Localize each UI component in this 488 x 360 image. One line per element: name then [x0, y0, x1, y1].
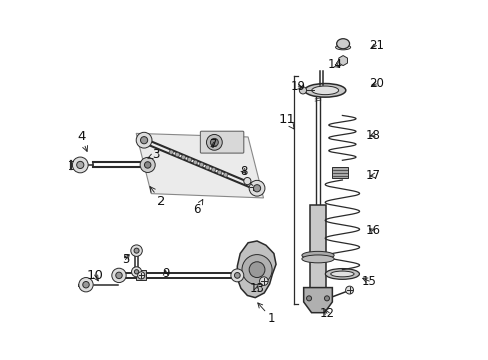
Text: 2: 2: [150, 186, 165, 208]
Circle shape: [136, 132, 152, 148]
Bar: [332, 167, 347, 178]
FancyBboxPatch shape: [200, 131, 244, 153]
Ellipse shape: [301, 251, 333, 259]
Polygon shape: [136, 134, 263, 198]
Circle shape: [253, 185, 260, 192]
Circle shape: [181, 155, 185, 159]
Circle shape: [187, 158, 191, 162]
Circle shape: [134, 270, 139, 274]
Circle shape: [244, 177, 250, 185]
Circle shape: [72, 157, 88, 173]
Circle shape: [199, 163, 203, 167]
Text: 19: 19: [290, 80, 305, 93]
Circle shape: [345, 286, 353, 294]
Circle shape: [82, 282, 89, 288]
Text: 21: 21: [368, 39, 383, 52]
Text: 20: 20: [368, 77, 383, 90]
Text: 11: 11: [278, 113, 295, 129]
Circle shape: [206, 134, 222, 150]
Ellipse shape: [304, 84, 345, 97]
Circle shape: [234, 273, 240, 278]
Circle shape: [193, 160, 197, 165]
Circle shape: [210, 138, 218, 146]
Circle shape: [249, 262, 264, 278]
Circle shape: [205, 165, 209, 170]
Circle shape: [249, 180, 264, 196]
Circle shape: [140, 136, 147, 144]
Circle shape: [175, 153, 179, 157]
Circle shape: [324, 296, 329, 301]
Circle shape: [242, 255, 271, 285]
Circle shape: [79, 278, 93, 292]
Circle shape: [112, 268, 126, 283]
Text: 15: 15: [361, 275, 376, 288]
Text: 14: 14: [327, 58, 342, 71]
Circle shape: [211, 168, 215, 172]
Text: 8: 8: [240, 165, 247, 177]
Circle shape: [299, 87, 306, 94]
Circle shape: [140, 157, 155, 172]
Ellipse shape: [330, 271, 353, 277]
Text: 12: 12: [319, 307, 334, 320]
Circle shape: [131, 245, 142, 256]
Circle shape: [137, 272, 144, 279]
Text: 9: 9: [162, 267, 169, 280]
Circle shape: [134, 248, 139, 253]
Ellipse shape: [335, 45, 350, 50]
Bar: [309, 205, 325, 302]
Circle shape: [217, 170, 222, 175]
Text: 5: 5: [122, 253, 129, 266]
Circle shape: [116, 272, 122, 279]
Polygon shape: [338, 55, 347, 66]
Ellipse shape: [325, 269, 359, 279]
Polygon shape: [303, 288, 332, 313]
Text: 7: 7: [210, 138, 217, 151]
Text: 1: 1: [257, 303, 275, 325]
Ellipse shape: [301, 255, 333, 263]
Polygon shape: [237, 241, 276, 298]
Circle shape: [131, 267, 142, 277]
Text: 16: 16: [365, 224, 380, 238]
Text: 4: 4: [77, 130, 87, 151]
Ellipse shape: [336, 39, 349, 49]
Text: 6: 6: [193, 199, 203, 216]
Circle shape: [306, 296, 311, 301]
Bar: [136, 270, 146, 280]
Text: 3: 3: [147, 148, 159, 161]
Circle shape: [169, 150, 173, 154]
Circle shape: [144, 162, 151, 168]
Text: 13: 13: [249, 282, 264, 295]
Text: 18: 18: [365, 129, 380, 142]
Circle shape: [223, 173, 227, 177]
Ellipse shape: [311, 86, 338, 95]
Text: 10: 10: [86, 269, 103, 282]
Circle shape: [259, 277, 267, 285]
Circle shape: [230, 269, 244, 282]
Circle shape: [77, 161, 83, 168]
Text: 17: 17: [365, 169, 380, 182]
